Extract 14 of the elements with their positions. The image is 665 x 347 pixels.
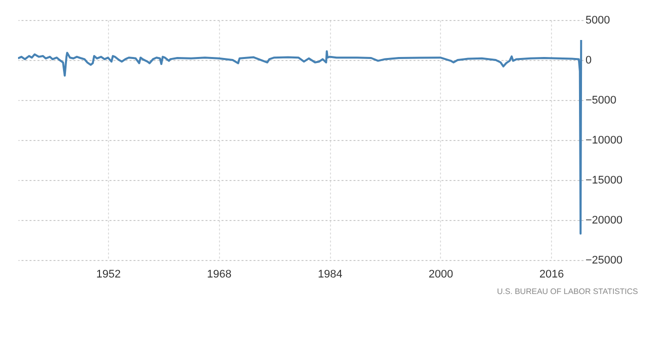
x-tick-label: 1968 xyxy=(207,268,232,280)
x-tick-label: 2000 xyxy=(428,268,454,280)
x-tick-label: 2016 xyxy=(539,268,564,280)
x-tick-label: 1984 xyxy=(318,268,342,280)
y-tick-label: −15000 xyxy=(586,174,623,186)
y-tick-label: −20000 xyxy=(586,214,623,226)
y-tick-label: −5000 xyxy=(586,94,616,106)
line-series xyxy=(18,39,582,235)
y-tick-label: −25000 xyxy=(586,254,623,266)
text: U.S. BUREAU OF LABOR STATISTICS xyxy=(496,287,638,296)
y-tick-label: 5000 xyxy=(586,14,610,26)
x-tick-label: 1952 xyxy=(96,268,121,280)
y-tick-label: 0 xyxy=(586,54,592,66)
y-tick-label: −10000 xyxy=(586,134,623,146)
